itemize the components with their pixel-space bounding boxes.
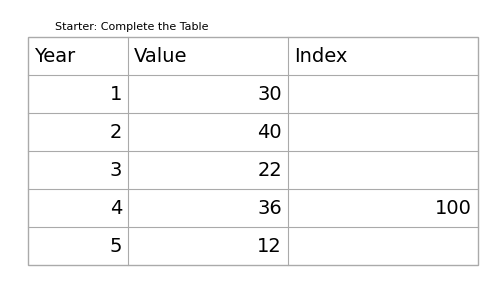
Text: Index: Index	[294, 47, 348, 65]
Text: 4: 4	[110, 199, 122, 217]
Text: 2: 2	[110, 122, 122, 142]
Text: 40: 40	[258, 122, 282, 142]
Text: 30: 30	[258, 85, 282, 103]
Text: 12: 12	[257, 237, 282, 255]
Text: Starter: Complete the Table: Starter: Complete the Table	[55, 22, 208, 32]
Text: 5: 5	[110, 237, 122, 255]
Bar	[28, 37, 478, 265]
Text: Value: Value	[134, 47, 188, 65]
Text: Year: Year	[34, 47, 75, 65]
Text: 1: 1	[110, 85, 122, 103]
Text: 3: 3	[110, 160, 122, 180]
Text: 36: 36	[257, 199, 282, 217]
Text: 100: 100	[435, 199, 472, 217]
Text: 22: 22	[257, 160, 282, 180]
